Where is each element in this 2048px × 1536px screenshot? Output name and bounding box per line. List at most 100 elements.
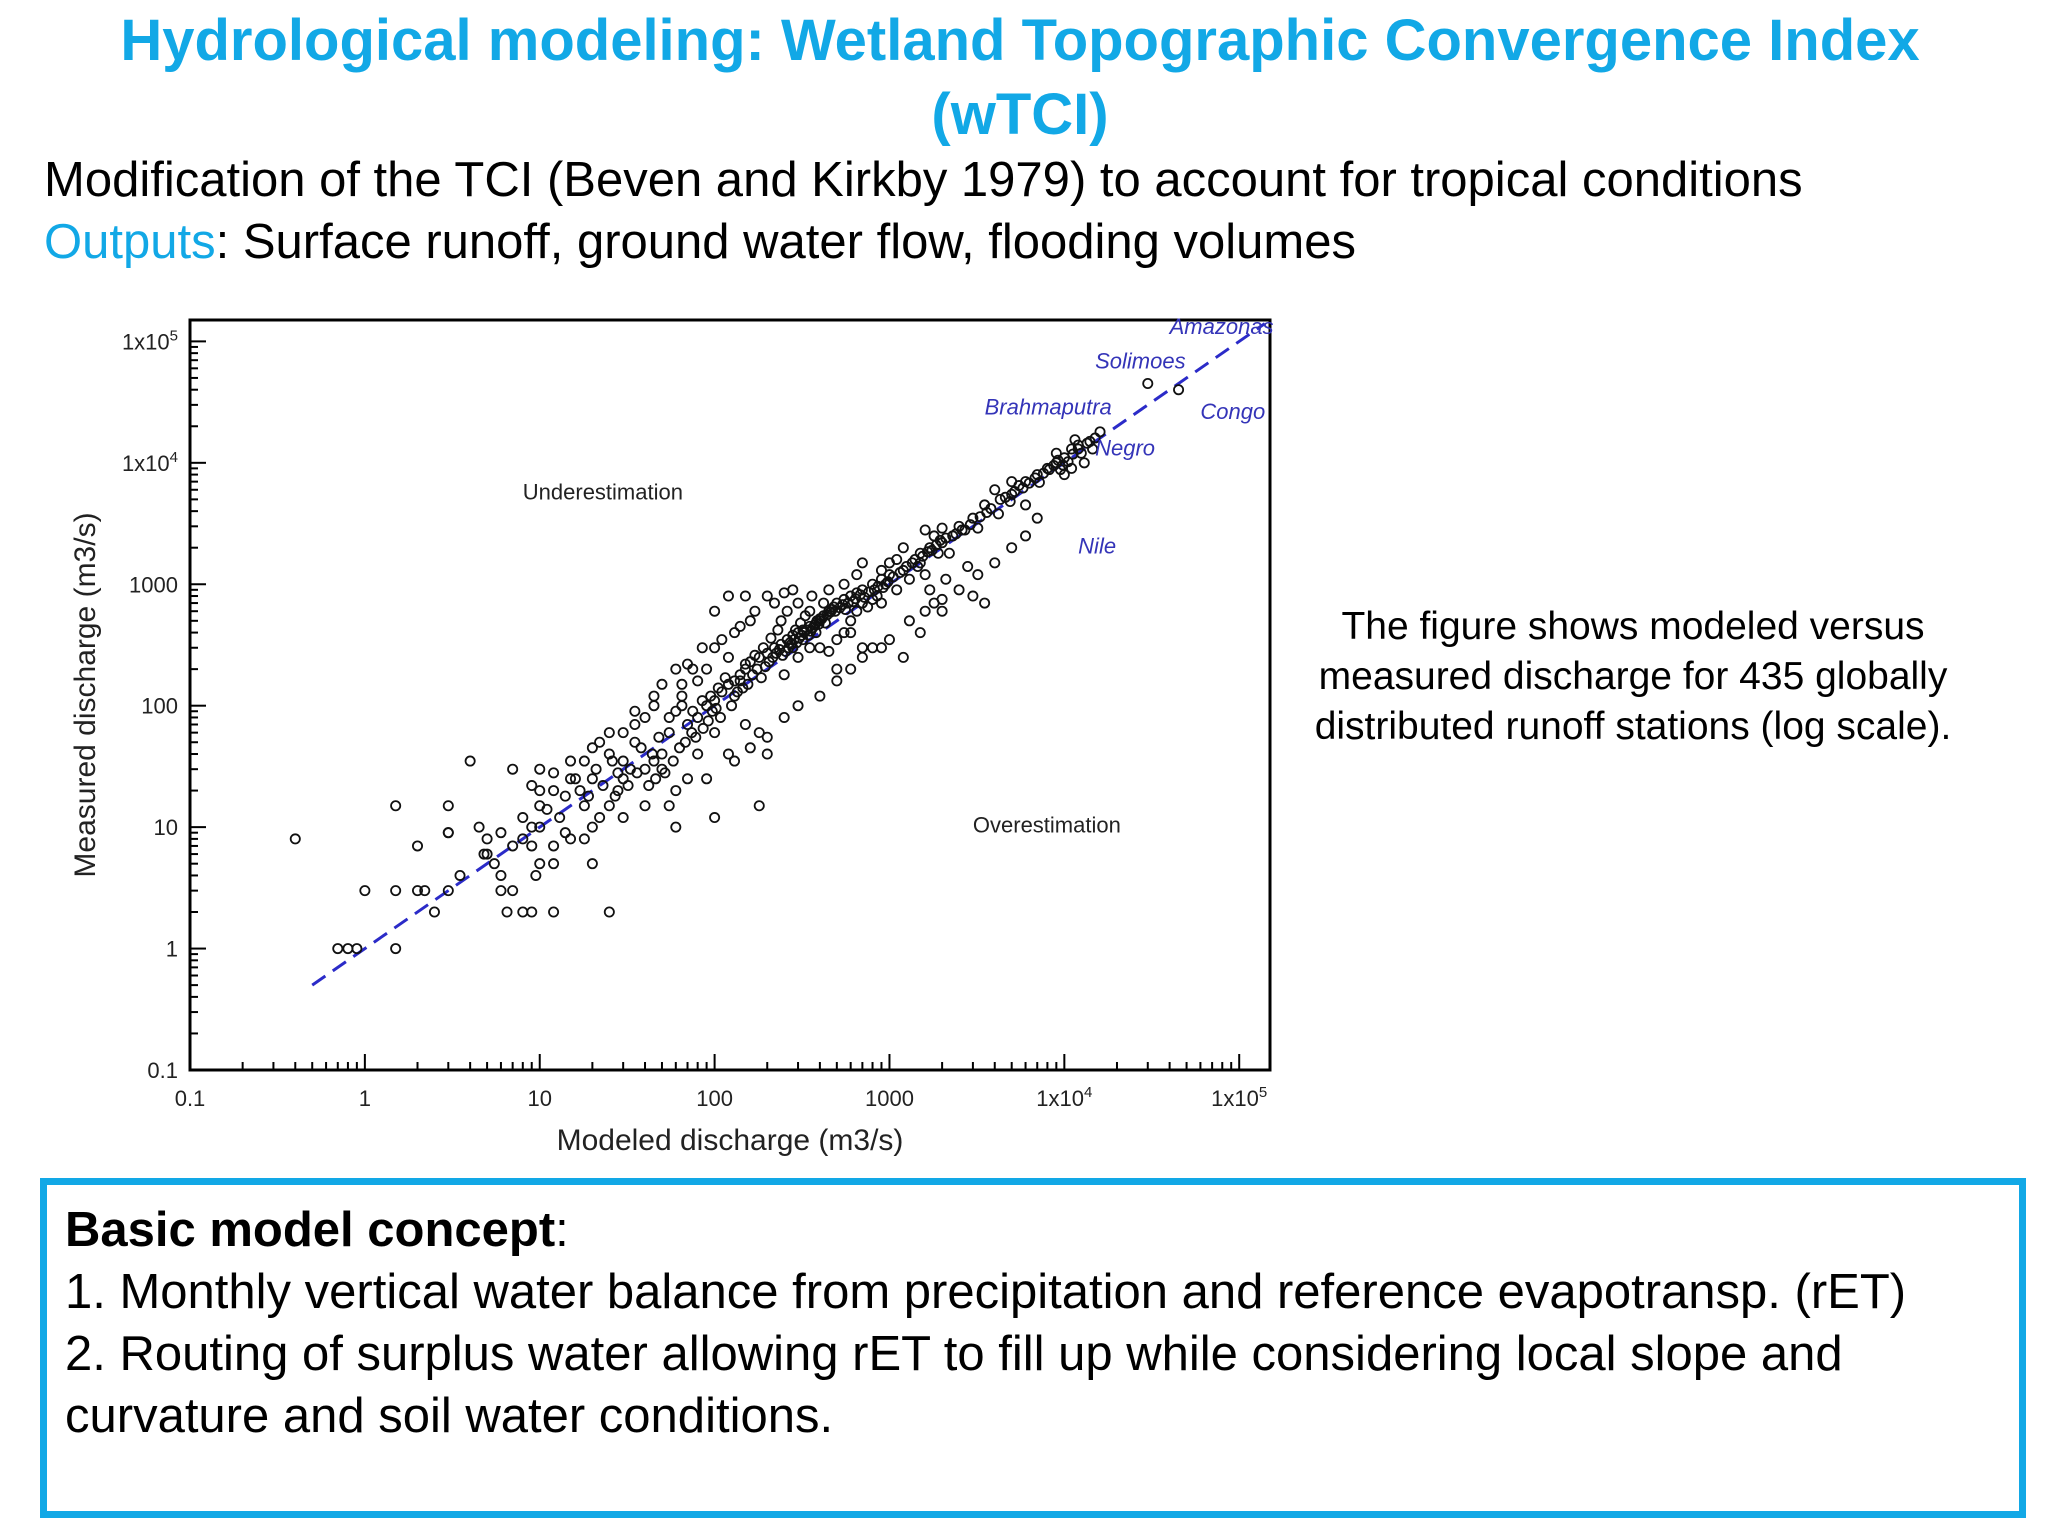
x-tick-label: 1 bbox=[359, 1086, 371, 1111]
data-point bbox=[972, 569, 984, 581]
data-point bbox=[1173, 384, 1185, 396]
data-point bbox=[650, 773, 662, 785]
data-point bbox=[635, 742, 647, 754]
y-tick-label: 1x104 bbox=[122, 449, 178, 476]
data-point bbox=[578, 755, 590, 767]
data-point bbox=[676, 690, 688, 702]
outputs-separator: : bbox=[215, 215, 230, 269]
data-point bbox=[526, 780, 538, 792]
data-point bbox=[934, 534, 946, 546]
data-point bbox=[1075, 447, 1087, 459]
data-point bbox=[648, 755, 660, 767]
river-label: Nile bbox=[1078, 533, 1116, 558]
data-point bbox=[390, 943, 402, 955]
data-point bbox=[332, 943, 344, 955]
data-point bbox=[845, 663, 857, 675]
data-point bbox=[1004, 496, 1016, 508]
data-point bbox=[574, 785, 586, 797]
data-point bbox=[739, 663, 751, 675]
data-point bbox=[656, 748, 668, 760]
data-point bbox=[606, 755, 618, 767]
data-point bbox=[586, 742, 598, 754]
data-point bbox=[792, 700, 804, 712]
data-point bbox=[682, 773, 694, 785]
river-label: Congo bbox=[1200, 399, 1265, 424]
data-point bbox=[609, 790, 621, 802]
data-point bbox=[1142, 377, 1154, 389]
data-point bbox=[936, 605, 948, 617]
data-point bbox=[940, 532, 952, 544]
data-point bbox=[495, 885, 507, 897]
data-point bbox=[488, 858, 500, 870]
data-point bbox=[342, 943, 354, 955]
data-point bbox=[629, 719, 641, 731]
data-point bbox=[612, 785, 624, 797]
data-point bbox=[806, 590, 818, 602]
data-point bbox=[617, 755, 629, 767]
data-point bbox=[559, 827, 571, 839]
data-point bbox=[710, 702, 722, 714]
data-point bbox=[943, 547, 955, 559]
x-tick-label: 10 bbox=[527, 1086, 551, 1111]
data-point bbox=[814, 690, 826, 702]
data-point bbox=[749, 649, 761, 661]
data-point bbox=[739, 590, 751, 602]
data-point bbox=[617, 727, 629, 739]
data-point bbox=[670, 663, 682, 675]
data-point bbox=[676, 678, 688, 690]
data-point bbox=[845, 615, 857, 627]
data-point bbox=[697, 722, 709, 734]
data-point bbox=[761, 748, 773, 760]
data-point bbox=[526, 821, 538, 833]
data-point bbox=[663, 711, 675, 723]
data-point bbox=[734, 620, 746, 632]
data-point bbox=[659, 767, 671, 779]
data-point bbox=[617, 812, 629, 824]
data-point bbox=[719, 672, 731, 684]
data-point bbox=[687, 663, 699, 675]
data-point bbox=[838, 627, 850, 639]
data-point bbox=[359, 885, 371, 897]
data-point bbox=[663, 800, 675, 812]
data-point bbox=[603, 800, 615, 812]
data-point bbox=[775, 615, 787, 627]
data-point bbox=[629, 705, 641, 717]
x-tick-label: 1x104 bbox=[1036, 1084, 1092, 1111]
data-point bbox=[891, 584, 903, 596]
concept-item-1: 1. Monthly vertical water balance from p… bbox=[65, 1265, 1907, 1319]
data-point bbox=[603, 748, 615, 760]
data-point bbox=[569, 773, 581, 785]
data-point bbox=[454, 869, 466, 881]
x-tick-label: 1000 bbox=[865, 1086, 914, 1111]
axis-ticks bbox=[189, 340, 1241, 1071]
data-point bbox=[495, 869, 507, 881]
data-point bbox=[442, 885, 454, 897]
data-point bbox=[709, 605, 721, 617]
data-point bbox=[749, 605, 761, 617]
data-point bbox=[481, 848, 493, 860]
data-points bbox=[289, 377, 1185, 955]
description-line: Modification of the TCI (Beven and Kirkb… bbox=[44, 153, 1803, 207]
data-point bbox=[501, 906, 513, 918]
data-point bbox=[722, 678, 734, 690]
data-point bbox=[872, 580, 884, 592]
x-axis-label: Modeled discharge (m3/s) bbox=[557, 1124, 904, 1157]
river-label: Solimoes bbox=[1095, 348, 1185, 373]
data-point bbox=[834, 602, 846, 614]
data-point bbox=[629, 736, 641, 748]
river-label: Negro bbox=[1095, 435, 1155, 460]
data-point bbox=[517, 906, 529, 918]
data-point bbox=[964, 519, 976, 531]
river-labels: Amazonas Solimoes Brahmaputra Congo Negro Nil… bbox=[985, 314, 1274, 558]
data-point bbox=[696, 695, 708, 707]
data-point bbox=[722, 590, 734, 602]
data-point bbox=[875, 564, 887, 576]
data-point bbox=[1062, 456, 1074, 468]
data-point bbox=[586, 773, 598, 785]
data-point bbox=[722, 651, 734, 663]
data-point bbox=[639, 711, 651, 723]
data-point bbox=[709, 812, 721, 824]
data-point bbox=[897, 542, 909, 554]
outputs-label: Outputs bbox=[44, 215, 216, 269]
data-point bbox=[761, 590, 773, 602]
